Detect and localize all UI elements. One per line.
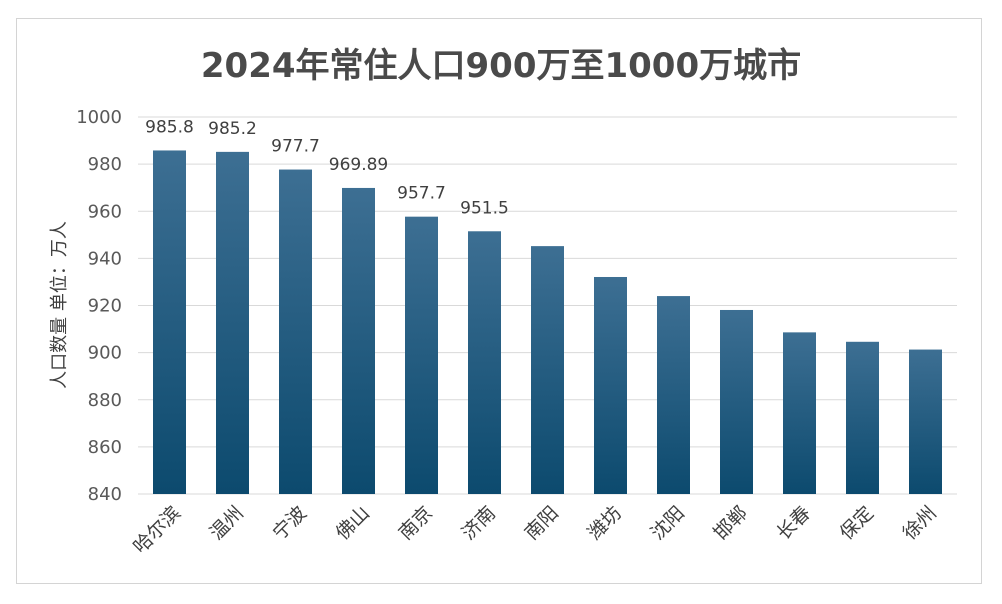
- bar: [594, 276, 627, 494]
- category-label: 哈尔滨: [129, 502, 185, 558]
- category-label: 宁波: [269, 502, 311, 544]
- bar: [909, 349, 942, 494]
- category-label: 南京: [395, 502, 437, 544]
- bar: [342, 187, 375, 494]
- data-labels: 985.8 985.2 977.7 969.89 957.7 951.5: [145, 117, 509, 218]
- y-tick-label: 860: [88, 437, 122, 458]
- x-axis-categories: 哈尔滨 温州 宁波 佛山 南京 济南 南阳 潍坊 沈阳 邯郸 长春 保定 徐州: [129, 502, 941, 558]
- data-label: 969.89: [329, 155, 388, 175]
- bars: [153, 150, 942, 495]
- y-axis-ticks: 840 860 880 900 920 940 960 980 1000: [76, 107, 122, 505]
- bar: [279, 169, 312, 494]
- bar: [783, 332, 816, 494]
- data-label: 977.7: [271, 137, 320, 157]
- category-label: 济南: [458, 502, 500, 544]
- category-label: 温州: [206, 502, 248, 544]
- y-tick-label: 840: [88, 484, 122, 505]
- category-label: 南阳: [521, 502, 563, 544]
- y-tick-label: 1000: [76, 107, 122, 128]
- y-tick-label: 880: [88, 390, 122, 411]
- bar: [531, 246, 564, 494]
- category-label: 长春: [773, 502, 815, 544]
- bar: [657, 296, 690, 494]
- bar: [153, 150, 186, 495]
- category-label: 保定: [836, 502, 878, 544]
- bar: [216, 151, 249, 494]
- y-tick-label: 920: [88, 296, 122, 317]
- y-tick-label: 980: [88, 154, 122, 175]
- category-label: 徐州: [899, 502, 941, 544]
- category-label: 邯郸: [710, 502, 752, 544]
- data-label: 985.8: [145, 117, 194, 137]
- y-tick-label: 940: [88, 248, 122, 269]
- bar: [405, 216, 438, 494]
- chart-title: 2024年常住人口900万至1000万城市: [200, 46, 802, 86]
- data-label: 957.7: [397, 184, 446, 204]
- bar: [846, 341, 879, 494]
- category-label: 潍坊: [584, 502, 626, 544]
- y-tick-label: 900: [88, 343, 122, 364]
- bar: [720, 309, 753, 494]
- category-label: 沈阳: [647, 502, 689, 544]
- bar: [468, 231, 501, 494]
- y-tick-label: 960: [88, 201, 122, 222]
- category-label: 佛山: [332, 502, 374, 544]
- data-label: 985.2: [208, 119, 257, 139]
- data-label: 951.5: [460, 198, 509, 218]
